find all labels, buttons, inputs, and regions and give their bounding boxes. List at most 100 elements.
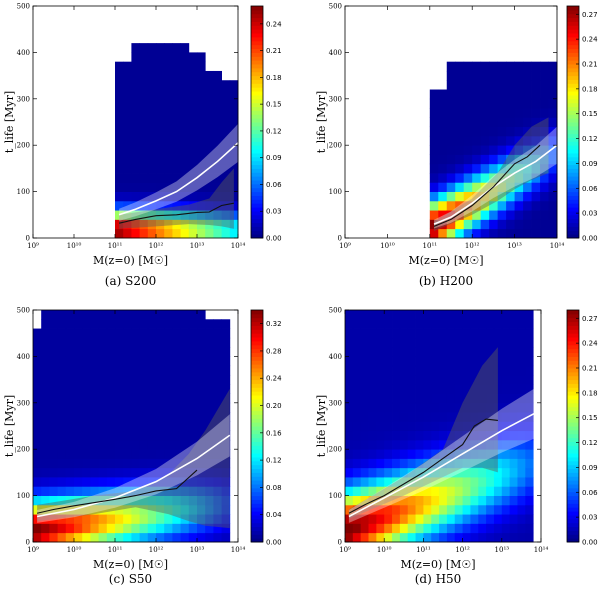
heatmap-cell xyxy=(229,98,239,109)
heatmap-cell xyxy=(478,467,487,478)
heatmap-cell xyxy=(188,421,198,432)
colorbar-tick-label: 0.21 xyxy=(582,365,598,373)
heatmap-cell xyxy=(164,374,173,385)
heatmap-cell xyxy=(156,356,165,367)
heatmap-cell xyxy=(139,61,149,72)
heatmap-cell xyxy=(90,337,99,348)
heatmap-cell xyxy=(523,154,532,165)
heatmap-cell xyxy=(156,504,165,515)
heatmap-cell xyxy=(509,532,518,543)
heatmap-cell xyxy=(172,126,181,137)
heatmap-cell xyxy=(345,523,354,534)
heatmap-cell xyxy=(49,449,58,459)
heatmap-cell xyxy=(147,439,157,450)
heatmap-cell xyxy=(384,310,393,320)
heatmap-cell xyxy=(147,80,157,90)
colorbar-frame xyxy=(250,309,264,543)
colorbar-segment xyxy=(567,40,579,46)
heatmap-cell xyxy=(90,402,99,413)
heatmap-cell xyxy=(462,477,471,487)
heatmap-cell xyxy=(164,135,173,146)
colorbar-tick-label: 0.06 xyxy=(582,185,598,193)
heatmap-cell xyxy=(74,337,83,348)
heatmap-cell xyxy=(415,393,424,404)
heatmap-cell xyxy=(352,449,362,459)
heatmap-cell xyxy=(172,421,181,432)
heatmap-cell xyxy=(90,365,99,376)
colorbar-segment xyxy=(567,98,579,104)
heatmap-cell xyxy=(188,365,198,376)
heatmap-cell xyxy=(57,458,67,469)
heatmap-cell xyxy=(446,210,456,220)
heatmap-cell xyxy=(229,163,239,174)
heatmap-cell xyxy=(454,439,463,450)
heatmap-cell xyxy=(164,384,173,394)
heatmap-cell xyxy=(423,467,432,478)
heatmap-cell xyxy=(156,135,165,146)
heatmap-cell xyxy=(65,439,75,450)
heatmap-cell xyxy=(188,347,198,357)
heatmap-cell xyxy=(531,191,541,202)
heatmap-cell xyxy=(360,439,369,450)
heatmap-cell xyxy=(446,328,456,339)
heatmap-cell xyxy=(431,430,440,441)
heatmap-cell xyxy=(463,210,473,220)
heatmap-cell xyxy=(376,449,385,459)
heatmap-cell xyxy=(115,70,124,81)
heatmap-cell xyxy=(82,421,91,432)
heatmap-cell xyxy=(399,430,409,441)
colorbar-tick-label: 0.00 xyxy=(266,539,282,547)
heatmap-cell xyxy=(90,514,99,524)
heatmap-cell xyxy=(523,117,532,128)
heatmap-cell xyxy=(376,337,385,348)
heatmap-cell xyxy=(501,458,511,469)
heatmap-cell xyxy=(82,328,91,339)
colorbar-segment xyxy=(567,437,579,442)
x-axis-label: M(z=0) [M☉] xyxy=(93,254,168,267)
heatmap-cell xyxy=(493,495,503,506)
heatmap-cell xyxy=(509,486,518,496)
heatmap-cell xyxy=(205,337,214,348)
heatmap-cell xyxy=(197,523,206,534)
heatmap-cell xyxy=(156,412,165,422)
heatmap-cell xyxy=(180,365,190,376)
heatmap-cell xyxy=(384,365,393,376)
x-tick-label: 10¹² xyxy=(149,242,164,250)
heatmap-cell xyxy=(106,365,116,376)
heatmap-cell xyxy=(139,347,149,357)
x-tick-label: 10⁹ xyxy=(339,546,351,554)
median-line xyxy=(348,418,498,514)
colorbar-segment xyxy=(567,56,579,61)
colorbar-tick-label: 0.15 xyxy=(582,110,598,118)
heatmap-cell xyxy=(74,514,83,524)
colorbar-segment xyxy=(251,406,263,412)
heatmap-cell xyxy=(57,374,67,385)
y-tick-label: 500 xyxy=(329,3,342,11)
heatmap-cell xyxy=(407,412,416,422)
heatmap-cell xyxy=(123,117,132,128)
heatmap-cell xyxy=(506,219,515,230)
heatmap-cell xyxy=(407,430,416,441)
heatmap-cell xyxy=(497,70,507,81)
colorbar-segment xyxy=(567,152,579,158)
heatmap-cell xyxy=(164,356,173,367)
heatmap-cell xyxy=(438,135,448,146)
heatmap-cell xyxy=(470,384,479,394)
heatmap-cell xyxy=(74,532,83,543)
heatmap-cell xyxy=(501,449,511,459)
heatmap-cell xyxy=(197,449,206,459)
heatmap-cell xyxy=(180,108,190,118)
heatmap-cell xyxy=(454,310,463,320)
heatmap-cell xyxy=(221,467,231,478)
heatmap-cell xyxy=(497,200,507,211)
heatmap-cell xyxy=(229,117,239,128)
colorbar-segment xyxy=(567,395,579,400)
heatmap-cell xyxy=(517,486,526,496)
heatmap-cell xyxy=(82,514,91,524)
heatmap-cell xyxy=(147,458,157,469)
heatmap-cell xyxy=(197,228,206,239)
heatmap-cell xyxy=(531,173,541,183)
colorbar-segment xyxy=(567,75,579,80)
heatmap-cell xyxy=(360,310,369,320)
heatmap-cell xyxy=(506,210,515,220)
